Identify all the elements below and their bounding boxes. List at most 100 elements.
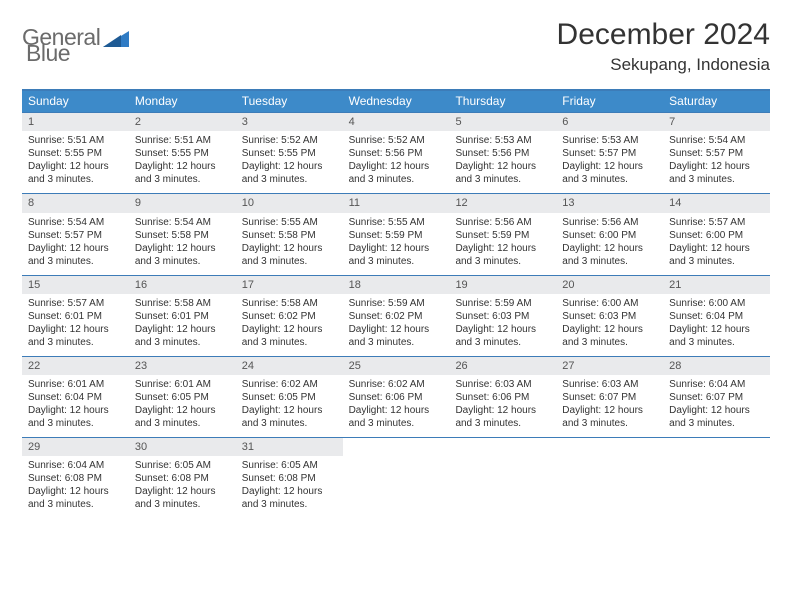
- day-cell: 10Sunrise: 5:55 AMSunset: 5:58 PMDayligh…: [236, 194, 343, 274]
- daylight-line: Daylight: 12 hours and 3 minutes.: [242, 323, 337, 349]
- day-cell: 11Sunrise: 5:55 AMSunset: 5:59 PMDayligh…: [343, 194, 450, 274]
- day-body: Sunrise: 6:04 AMSunset: 6:08 PMDaylight:…: [22, 456, 129, 518]
- day-cell: 9Sunrise: 5:54 AMSunset: 5:58 PMDaylight…: [129, 194, 236, 274]
- day-cell: 18Sunrise: 5:59 AMSunset: 6:02 PMDayligh…: [343, 276, 450, 356]
- sunrise-line: Sunrise: 6:00 AM: [669, 297, 764, 310]
- day-cell: 3Sunrise: 5:52 AMSunset: 5:55 PMDaylight…: [236, 113, 343, 193]
- day-cell: 15Sunrise: 5:57 AMSunset: 6:01 PMDayligh…: [22, 276, 129, 356]
- sunrise-line: Sunrise: 5:55 AM: [242, 216, 337, 229]
- day-body: Sunrise: 5:58 AMSunset: 6:01 PMDaylight:…: [129, 294, 236, 356]
- sunset-line: Sunset: 6:02 PM: [242, 310, 337, 323]
- empty-day-cell: [663, 438, 770, 518]
- day-body: Sunrise: 5:52 AMSunset: 5:55 PMDaylight:…: [236, 131, 343, 193]
- sunset-line: Sunset: 5:58 PM: [135, 229, 230, 242]
- sunset-line: Sunset: 5:57 PM: [669, 147, 764, 160]
- sunset-line: Sunset: 5:56 PM: [455, 147, 550, 160]
- day-cell: 21Sunrise: 6:00 AMSunset: 6:04 PMDayligh…: [663, 276, 770, 356]
- sunrise-line: Sunrise: 5:51 AM: [135, 134, 230, 147]
- day-cell: 7Sunrise: 5:54 AMSunset: 5:57 PMDaylight…: [663, 113, 770, 193]
- daylight-line: Daylight: 12 hours and 3 minutes.: [562, 323, 657, 349]
- daylight-line: Daylight: 12 hours and 3 minutes.: [455, 160, 550, 186]
- day-number: 9: [129, 194, 236, 212]
- weekday-header: Thursday: [449, 91, 556, 112]
- day-cell: 19Sunrise: 5:59 AMSunset: 6:03 PMDayligh…: [449, 276, 556, 356]
- daylight-line: Daylight: 12 hours and 3 minutes.: [135, 323, 230, 349]
- weekday-header: Tuesday: [236, 91, 343, 112]
- week-row: 29Sunrise: 6:04 AMSunset: 6:08 PMDayligh…: [22, 437, 770, 518]
- sunset-line: Sunset: 6:07 PM: [562, 391, 657, 404]
- sunset-line: Sunset: 6:05 PM: [135, 391, 230, 404]
- sunrise-line: Sunrise: 6:05 AM: [242, 459, 337, 472]
- day-body: Sunrise: 5:51 AMSunset: 5:55 PMDaylight:…: [129, 131, 236, 193]
- day-body: Sunrise: 6:00 AMSunset: 6:03 PMDaylight:…: [556, 294, 663, 356]
- daylight-line: Daylight: 12 hours and 3 minutes.: [28, 242, 123, 268]
- week-row: 22Sunrise: 6:01 AMSunset: 6:04 PMDayligh…: [22, 356, 770, 437]
- day-number: 13: [556, 194, 663, 212]
- sunset-line: Sunset: 5:56 PM: [349, 147, 444, 160]
- sunrise-line: Sunrise: 6:00 AM: [562, 297, 657, 310]
- location: Sekupang, Indonesia: [557, 55, 770, 75]
- sunset-line: Sunset: 6:05 PM: [242, 391, 337, 404]
- daylight-line: Daylight: 12 hours and 3 minutes.: [28, 485, 123, 511]
- day-body: Sunrise: 5:57 AMSunset: 6:00 PMDaylight:…: [663, 213, 770, 275]
- day-body: Sunrise: 5:55 AMSunset: 5:58 PMDaylight:…: [236, 213, 343, 275]
- day-number: 25: [343, 357, 450, 375]
- sunrise-line: Sunrise: 5:53 AM: [562, 134, 657, 147]
- day-cell: 28Sunrise: 6:04 AMSunset: 6:07 PMDayligh…: [663, 357, 770, 437]
- daylight-line: Daylight: 12 hours and 3 minutes.: [669, 242, 764, 268]
- day-cell: 1Sunrise: 5:51 AMSunset: 5:55 PMDaylight…: [22, 113, 129, 193]
- day-body: Sunrise: 6:05 AMSunset: 6:08 PMDaylight:…: [129, 456, 236, 518]
- sunset-line: Sunset: 6:08 PM: [28, 472, 123, 485]
- sunset-line: Sunset: 5:59 PM: [455, 229, 550, 242]
- daylight-line: Daylight: 12 hours and 3 minutes.: [242, 485, 337, 511]
- daylight-line: Daylight: 12 hours and 3 minutes.: [135, 160, 230, 186]
- daylight-line: Daylight: 12 hours and 3 minutes.: [669, 404, 764, 430]
- daylight-line: Daylight: 12 hours and 3 minutes.: [669, 323, 764, 349]
- title-block: December 2024 Sekupang, Indonesia: [557, 18, 770, 75]
- sunrise-line: Sunrise: 6:04 AM: [669, 378, 764, 391]
- sunrise-line: Sunrise: 6:05 AM: [135, 459, 230, 472]
- week-row: 15Sunrise: 5:57 AMSunset: 6:01 PMDayligh…: [22, 275, 770, 356]
- sunset-line: Sunset: 6:06 PM: [455, 391, 550, 404]
- day-body: Sunrise: 5:54 AMSunset: 5:57 PMDaylight:…: [663, 131, 770, 193]
- day-cell: 23Sunrise: 6:01 AMSunset: 6:05 PMDayligh…: [129, 357, 236, 437]
- day-cell: 5Sunrise: 5:53 AMSunset: 5:56 PMDaylight…: [449, 113, 556, 193]
- day-body: Sunrise: 5:55 AMSunset: 5:59 PMDaylight:…: [343, 213, 450, 275]
- sunrise-line: Sunrise: 5:52 AM: [349, 134, 444, 147]
- day-body: Sunrise: 6:01 AMSunset: 6:05 PMDaylight:…: [129, 375, 236, 437]
- weekday-header: Saturday: [663, 91, 770, 112]
- sunset-line: Sunset: 6:01 PM: [135, 310, 230, 323]
- day-body: Sunrise: 5:58 AMSunset: 6:02 PMDaylight:…: [236, 294, 343, 356]
- day-body: Sunrise: 5:53 AMSunset: 5:56 PMDaylight:…: [449, 131, 556, 193]
- sunrise-line: Sunrise: 5:54 AM: [669, 134, 764, 147]
- day-body: Sunrise: 6:01 AMSunset: 6:04 PMDaylight:…: [22, 375, 129, 437]
- daylight-line: Daylight: 12 hours and 3 minutes.: [562, 160, 657, 186]
- weekday-header: Sunday: [22, 91, 129, 112]
- day-body: Sunrise: 5:51 AMSunset: 5:55 PMDaylight:…: [22, 131, 129, 193]
- day-body: Sunrise: 6:00 AMSunset: 6:04 PMDaylight:…: [663, 294, 770, 356]
- day-number: 18: [343, 276, 450, 294]
- day-cell: 14Sunrise: 5:57 AMSunset: 6:00 PMDayligh…: [663, 194, 770, 274]
- daylight-line: Daylight: 12 hours and 3 minutes.: [349, 242, 444, 268]
- sunset-line: Sunset: 5:55 PM: [28, 147, 123, 160]
- day-cell: 24Sunrise: 6:02 AMSunset: 6:05 PMDayligh…: [236, 357, 343, 437]
- day-cell: 20Sunrise: 6:00 AMSunset: 6:03 PMDayligh…: [556, 276, 663, 356]
- sunset-line: Sunset: 6:08 PM: [135, 472, 230, 485]
- weekday-header: Wednesday: [343, 91, 450, 112]
- day-body: Sunrise: 5:59 AMSunset: 6:02 PMDaylight:…: [343, 294, 450, 356]
- sunset-line: Sunset: 5:58 PM: [242, 229, 337, 242]
- sunrise-line: Sunrise: 6:02 AM: [242, 378, 337, 391]
- month-title: December 2024: [557, 18, 770, 51]
- day-body: Sunrise: 5:54 AMSunset: 5:57 PMDaylight:…: [22, 213, 129, 275]
- day-body: Sunrise: 6:02 AMSunset: 6:05 PMDaylight:…: [236, 375, 343, 437]
- daylight-line: Daylight: 12 hours and 3 minutes.: [562, 404, 657, 430]
- day-body: Sunrise: 5:54 AMSunset: 5:58 PMDaylight:…: [129, 213, 236, 275]
- day-number: 4: [343, 113, 450, 131]
- sunrise-line: Sunrise: 6:01 AM: [135, 378, 230, 391]
- sunset-line: Sunset: 6:08 PM: [242, 472, 337, 485]
- day-body: Sunrise: 5:53 AMSunset: 5:57 PMDaylight:…: [556, 131, 663, 193]
- day-body: Sunrise: 5:59 AMSunset: 6:03 PMDaylight:…: [449, 294, 556, 356]
- daylight-line: Daylight: 12 hours and 3 minutes.: [135, 485, 230, 511]
- daylight-line: Daylight: 12 hours and 3 minutes.: [28, 404, 123, 430]
- day-number: 10: [236, 194, 343, 212]
